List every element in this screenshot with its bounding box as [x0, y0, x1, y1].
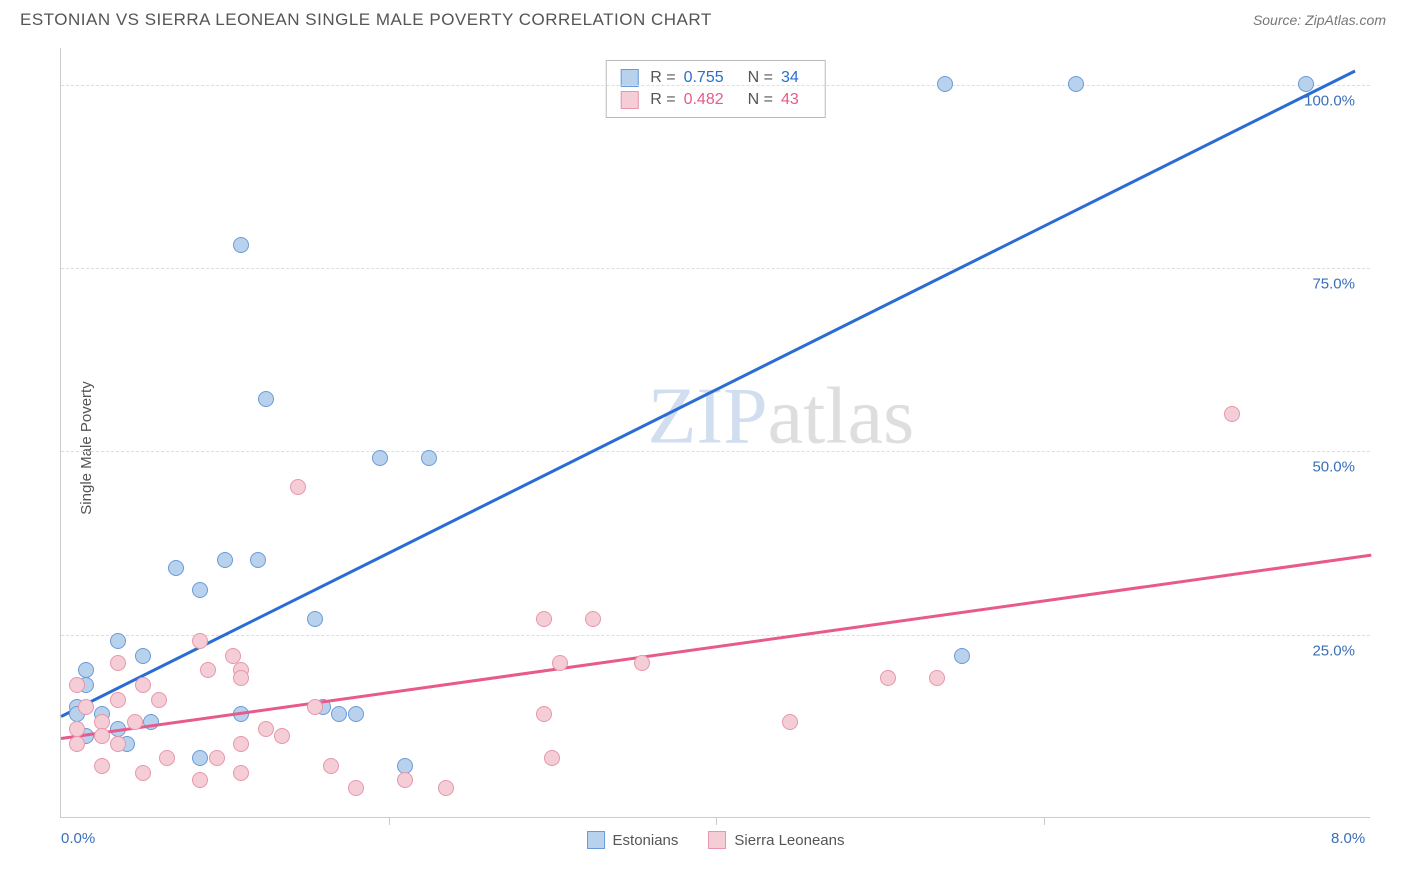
- scatter-point: [544, 750, 560, 766]
- scatter-point: [233, 736, 249, 752]
- scatter-point: [274, 728, 290, 744]
- scatter-point: [78, 699, 94, 715]
- scatter-point: [135, 648, 151, 664]
- scatter-point: [159, 750, 175, 766]
- scatter-point: [536, 611, 552, 627]
- scatter-point: [192, 582, 208, 598]
- scatter-point: [200, 662, 216, 678]
- x-axis-label: 8.0%: [1331, 830, 1365, 847]
- scatter-point: [552, 655, 568, 671]
- grid-line: [61, 268, 1370, 269]
- scatter-point: [438, 780, 454, 796]
- scatter-point: [168, 560, 184, 576]
- stat-n-label: N =: [748, 91, 773, 109]
- chart-title: ESTONIAN VS SIERRA LEONEAN SINGLE MALE P…: [20, 10, 712, 30]
- scatter-point: [110, 692, 126, 708]
- scatter-point: [151, 692, 167, 708]
- scatter-point: [290, 479, 306, 495]
- legend-swatch-icon: [587, 831, 605, 849]
- scatter-point: [331, 706, 347, 722]
- scatter-point: [1068, 76, 1084, 92]
- scatter-point: [69, 721, 85, 737]
- chart-header: ESTONIAN VS SIERRA LEONEAN SINGLE MALE P…: [10, 10, 1396, 38]
- bottom-legend: Estonians Sierra Leoneans: [587, 831, 845, 849]
- legend-stats-row: R = 0.482 N = 43: [620, 89, 811, 111]
- scatter-point: [348, 780, 364, 796]
- scatter-point: [397, 772, 413, 788]
- scatter-point: [69, 736, 85, 752]
- y-tick-label: 75.0%: [1312, 276, 1355, 293]
- grid-line: [61, 635, 1370, 636]
- stat-r-value: 0.482: [684, 91, 724, 109]
- scatter-point: [192, 750, 208, 766]
- scatter-point: [192, 633, 208, 649]
- x-tick: [1044, 817, 1045, 825]
- scatter-point: [929, 670, 945, 686]
- legend-swatch-icon: [708, 831, 726, 849]
- legend-stats-box: R =0.755N =34 R = 0.482 N = 43: [605, 60, 826, 118]
- scatter-point: [225, 648, 241, 664]
- chart-container: Single Male Poverty ZIPatlas R =0.755N =…: [10, 38, 1396, 858]
- scatter-point: [1298, 76, 1314, 92]
- stat-r-label: R =: [650, 91, 675, 109]
- y-tick-label: 100.0%: [1304, 92, 1355, 109]
- y-tick-label: 25.0%: [1312, 642, 1355, 659]
- legend-item: Sierra Leoneans: [708, 831, 844, 849]
- legend-series-name: Estonians: [613, 832, 679, 849]
- plot-area: ZIPatlas R =0.755N =34R =0.482N =43 Esto…: [60, 48, 1370, 818]
- trend-line: [60, 70, 1355, 718]
- stat-n-value: 43: [781, 91, 799, 109]
- x-tick: [716, 817, 717, 825]
- scatter-point: [323, 758, 339, 774]
- watermark: ZIPatlas: [648, 372, 915, 463]
- trend-line: [61, 554, 1371, 740]
- scatter-point: [192, 772, 208, 788]
- scatter-point: [258, 391, 274, 407]
- scatter-point: [127, 714, 143, 730]
- x-tick: [389, 817, 390, 825]
- source-attribution: Source: ZipAtlas.com: [1253, 12, 1386, 28]
- scatter-point: [94, 714, 110, 730]
- scatter-point: [69, 677, 85, 693]
- scatter-point: [348, 706, 364, 722]
- scatter-point: [1224, 406, 1240, 422]
- scatter-point: [110, 633, 126, 649]
- scatter-point: [307, 611, 323, 627]
- legend-item: Estonians: [587, 831, 679, 849]
- watermark-zip: ZIP: [648, 373, 768, 461]
- watermark-atlas: atlas: [768, 373, 915, 461]
- scatter-point: [110, 736, 126, 752]
- scatter-point: [258, 721, 274, 737]
- legend-swatch-icon: [620, 91, 638, 109]
- grid-line: [61, 85, 1370, 86]
- scatter-point: [397, 758, 413, 774]
- scatter-point: [250, 552, 266, 568]
- scatter-point: [135, 765, 151, 781]
- scatter-point: [233, 237, 249, 253]
- scatter-point: [880, 670, 896, 686]
- scatter-point: [110, 655, 126, 671]
- scatter-point: [78, 662, 94, 678]
- legend-stats-row: R =0.755N =34: [620, 67, 811, 89]
- scatter-point: [421, 450, 437, 466]
- scatter-point: [782, 714, 798, 730]
- legend-series-name: Sierra Leoneans: [734, 832, 844, 849]
- scatter-point: [937, 76, 953, 92]
- scatter-point: [372, 450, 388, 466]
- scatter-point: [94, 758, 110, 774]
- grid-line: [61, 451, 1370, 452]
- scatter-point: [585, 611, 601, 627]
- scatter-point: [233, 765, 249, 781]
- x-axis-label: 0.0%: [61, 830, 95, 847]
- scatter-point: [233, 670, 249, 686]
- scatter-point: [634, 655, 650, 671]
- scatter-point: [307, 699, 323, 715]
- scatter-point: [536, 706, 552, 722]
- y-tick-label: 50.0%: [1312, 459, 1355, 476]
- scatter-point: [135, 677, 151, 693]
- scatter-point: [217, 552, 233, 568]
- scatter-point: [209, 750, 225, 766]
- scatter-point: [94, 728, 110, 744]
- scatter-point: [954, 648, 970, 664]
